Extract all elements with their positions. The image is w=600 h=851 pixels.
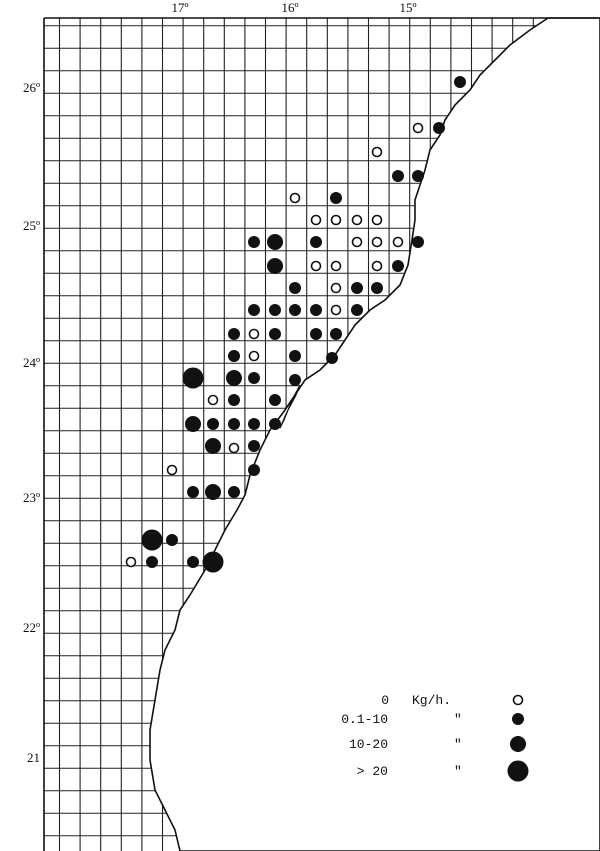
dot-catch <box>330 328 342 340</box>
dot-catch <box>392 260 404 272</box>
legend-unit: " <box>454 737 462 752</box>
dot-zero <box>330 214 342 226</box>
dot-catch <box>310 328 322 340</box>
dot-zero <box>371 214 383 226</box>
legend-unit: Kg/h. <box>412 693 451 708</box>
dot-catch <box>187 486 199 498</box>
dot-catch <box>166 534 178 546</box>
legend-unit: " <box>454 712 462 727</box>
dot-catch <box>228 486 240 498</box>
dot-zero <box>310 260 322 272</box>
dot-catch <box>269 328 281 340</box>
dot-zero <box>512 694 524 706</box>
dot-catch <box>412 236 424 248</box>
dot-zero <box>248 328 260 340</box>
dot-catch <box>310 304 322 316</box>
dot-catch <box>351 304 363 316</box>
dot-zero <box>330 304 342 316</box>
latitude-label: 25º <box>23 218 40 233</box>
dot-catch <box>228 418 240 430</box>
dot-catch <box>269 304 281 316</box>
dot-zero <box>207 394 219 406</box>
dot-catch <box>289 304 301 316</box>
longitude-label: 16º <box>281 0 298 15</box>
latitude-label: 22º <box>23 620 40 635</box>
labels: 17º 16º 15º 26º 25º 24º 23º 22º 21 <box>23 0 417 765</box>
dot-catch <box>248 440 260 452</box>
dot-catch <box>248 464 260 476</box>
dot-catch <box>454 76 466 88</box>
dot-catch <box>248 418 260 430</box>
dot-catch <box>289 374 301 386</box>
dot-zero <box>351 214 363 226</box>
latitude-label: 24º <box>23 355 40 370</box>
legend-range: 10-20 <box>349 737 388 752</box>
latitude-label: 23º <box>23 490 40 505</box>
legend-range: 0 <box>381 693 389 708</box>
dot-zero <box>310 214 322 226</box>
dot-catch <box>202 551 224 573</box>
latitude-label: 21 <box>27 750 40 765</box>
catch-dots <box>125 76 466 573</box>
dot-zero <box>228 442 240 454</box>
longitude-label: 15º <box>399 0 416 15</box>
dot-catch <box>187 556 199 568</box>
lagoon <box>279 384 301 429</box>
dot-catch <box>185 416 201 432</box>
legend-range: 0.1-10 <box>341 712 388 727</box>
dot-zero <box>412 122 424 134</box>
dot-catch <box>289 350 301 362</box>
dot-catch <box>289 282 301 294</box>
legend-unit: " <box>454 764 462 779</box>
dot-catch <box>205 484 221 500</box>
dot-catch <box>226 370 242 386</box>
dot-catch <box>512 713 524 725</box>
dot-catch <box>146 556 158 568</box>
dot-catch <box>205 438 221 454</box>
dot-catch <box>182 367 204 389</box>
dot-catch <box>248 304 260 316</box>
longitude-label: 17º <box>171 0 188 15</box>
dot-catch <box>207 418 219 430</box>
dot-catch <box>310 236 322 248</box>
dot-zero <box>330 282 342 294</box>
dot-catch <box>141 529 163 551</box>
dot-zero <box>166 464 178 476</box>
dot-catch <box>269 418 281 430</box>
dot-catch <box>228 328 240 340</box>
dot-zero <box>371 146 383 158</box>
dot-catch <box>433 122 445 134</box>
legend-range: > 20 <box>357 764 388 779</box>
dot-catch <box>330 192 342 204</box>
dot-catch <box>248 236 260 248</box>
dot-zero <box>248 350 260 362</box>
dot-catch <box>326 352 338 364</box>
dot-catch <box>392 170 404 182</box>
dot-catch <box>510 736 526 752</box>
dot-zero <box>371 260 383 272</box>
dot-catch <box>267 258 283 274</box>
dot-zero <box>371 236 383 248</box>
dot-catch <box>248 372 260 384</box>
dot-catch <box>228 350 240 362</box>
dot-catch <box>507 760 529 782</box>
dot-catch <box>267 234 283 250</box>
dot-zero <box>289 192 301 204</box>
legend: 0 Kg/h. 0.1-10 " 10-20 " > 20 " <box>341 693 529 782</box>
dot-zero <box>392 236 404 248</box>
dot-catch <box>412 170 424 182</box>
dot-catch <box>371 282 383 294</box>
dot-catch <box>228 394 240 406</box>
dot-catch <box>351 282 363 294</box>
latitude-label: 26º <box>23 80 40 95</box>
dot-zero <box>330 260 342 272</box>
dot-zero <box>125 556 137 568</box>
dot-zero <box>351 236 363 248</box>
dot-catch <box>269 394 281 406</box>
